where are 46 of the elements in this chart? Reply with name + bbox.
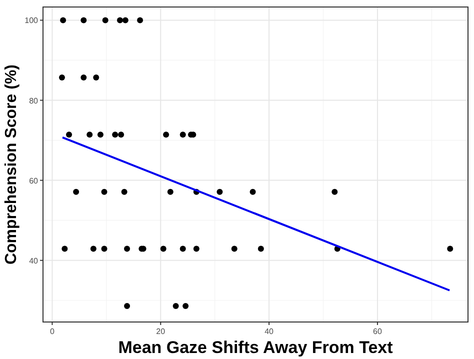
point [182, 302, 189, 309]
point [258, 246, 264, 252]
y-tick-label: 100 [24, 16, 39, 26]
point [332, 188, 338, 195]
x-tick-label: 60 [373, 327, 382, 336]
point [121, 188, 128, 195]
x-axis-title: Mean Gaze Shifts Away From Text [118, 338, 394, 357]
point [447, 246, 454, 252]
y-tick-label: 60 [29, 176, 39, 186]
point [193, 246, 200, 252]
point [80, 74, 87, 80]
point [90, 246, 96, 252]
point [60, 17, 66, 24]
point [137, 17, 144, 24]
point [101, 188, 108, 195]
x-tick-label: 20 [156, 327, 166, 336]
point [172, 302, 179, 309]
point [86, 132, 93, 138]
y-tick-label: 40 [29, 256, 39, 266]
point [180, 246, 186, 252]
point [124, 246, 130, 252]
point [73, 188, 80, 195]
point [101, 246, 108, 252]
point [112, 132, 118, 138]
point [97, 132, 104, 138]
point [216, 188, 223, 195]
point [167, 188, 174, 195]
point [231, 246, 238, 252]
point [118, 132, 124, 138]
point [116, 17, 123, 24]
point [62, 246, 68, 252]
point [180, 132, 186, 138]
point [93, 74, 100, 80]
point [124, 302, 130, 309]
point [102, 17, 108, 24]
y-tick-label: 80 [29, 96, 39, 106]
point [66, 132, 72, 138]
point [80, 17, 87, 24]
point [163, 132, 170, 138]
point [122, 17, 128, 24]
point [160, 246, 166, 252]
y-axis-title: Comprehension Score (%) [3, 64, 20, 265]
point [250, 188, 256, 195]
x-tick-label: 40 [264, 327, 274, 336]
point [58, 74, 65, 80]
x-tick-label: 0 [50, 327, 55, 336]
